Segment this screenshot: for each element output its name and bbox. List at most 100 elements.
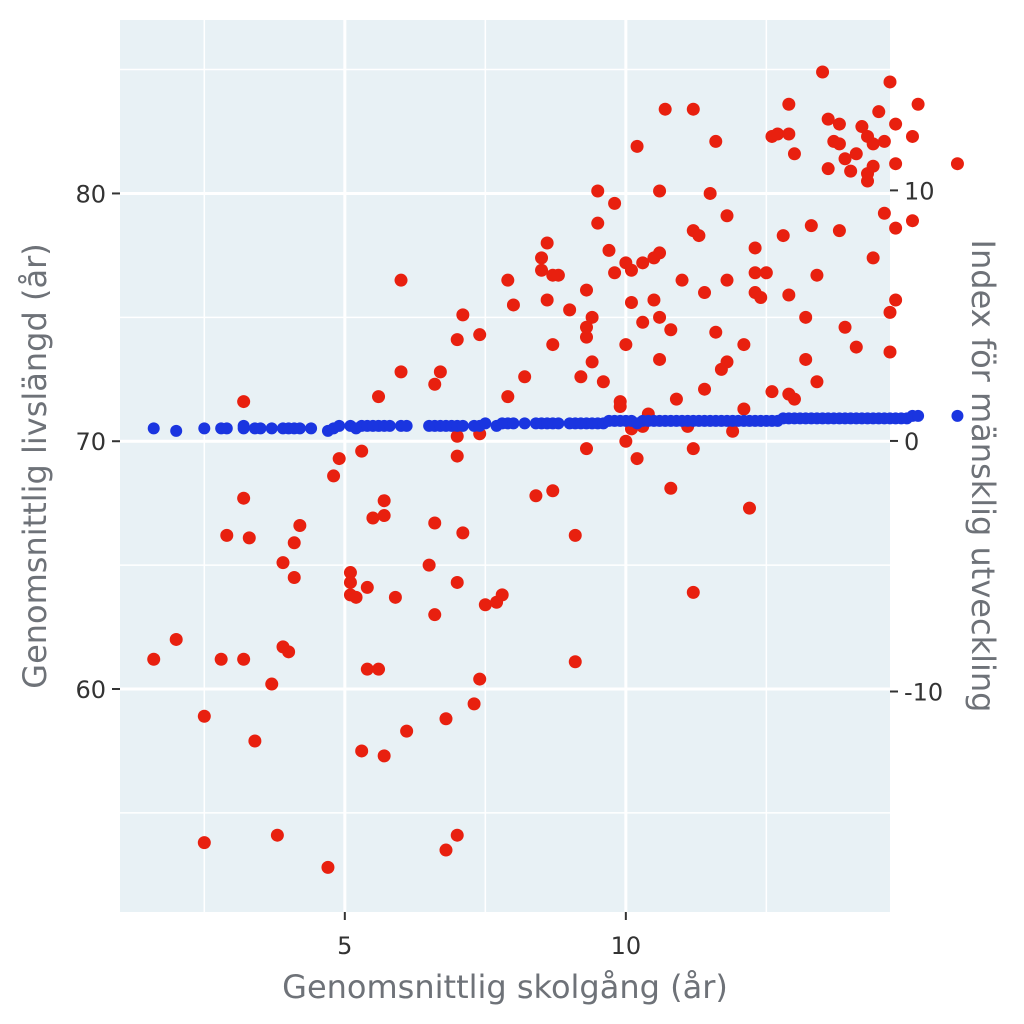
series-1-point [849, 340, 863, 354]
series-1-point [821, 162, 835, 176]
series-2-point [305, 422, 318, 435]
series-2-point [552, 417, 565, 430]
series-1-point [518, 370, 532, 384]
series-1-point [653, 184, 667, 198]
series-1-points [147, 65, 964, 874]
series-1-point [950, 157, 964, 171]
series-1-point [844, 164, 858, 178]
series-2-point [456, 419, 469, 432]
series-1-point [327, 469, 341, 483]
series-1-point [889, 157, 903, 171]
series-1-point [810, 375, 824, 389]
series-1-point [624, 295, 638, 309]
series-1-point [602, 243, 616, 257]
series-1-point [456, 308, 470, 322]
series-1-point [169, 632, 183, 646]
series-1-point [237, 491, 251, 505]
series-1-point [821, 112, 835, 126]
series-1-point [832, 137, 846, 151]
series-1-point [394, 273, 408, 287]
x-tick-label: 10 [611, 932, 642, 960]
series-1-point [450, 333, 464, 347]
series-1-point [377, 494, 391, 508]
series-1-point [653, 352, 667, 366]
series-1-point [619, 338, 633, 352]
series-1-point [551, 268, 565, 282]
series-1-point [568, 528, 582, 542]
series-1-point [737, 402, 751, 416]
series-1-point [428, 516, 442, 530]
series-1-point [619, 434, 633, 448]
series-1-point [889, 117, 903, 131]
axes: 5 10 60 70 80 -10 0 10 [75, 177, 943, 960]
series-1-point [540, 236, 554, 250]
series-1-point [321, 860, 335, 874]
series-1-point [242, 531, 256, 545]
series-1-point [287, 571, 301, 584]
series-1-point [422, 558, 436, 572]
series-1-point [495, 588, 509, 602]
grid-lines [120, 20, 890, 912]
series-1-point [737, 338, 751, 352]
series-1-point [669, 392, 683, 406]
y2-tick-label: 10 [904, 177, 935, 205]
y2-tick-label: 0 [904, 428, 919, 456]
series-1-point [849, 147, 863, 161]
series-1-point [653, 246, 667, 260]
series-1-point [501, 273, 515, 287]
series-1-point [872, 105, 886, 119]
series-1-point [832, 117, 846, 131]
series-1-point [579, 442, 593, 456]
series-1-point [608, 266, 622, 280]
series-1-point [832, 224, 846, 238]
series-1-point [658, 102, 672, 116]
series-1-point [664, 323, 678, 337]
series-1-point [343, 566, 357, 580]
series-1-point [467, 697, 481, 711]
series-1-point [810, 268, 824, 282]
series-1-point [439, 712, 453, 726]
series-1-point [248, 734, 262, 748]
series-2-point [518, 417, 531, 430]
series-2-point [254, 422, 267, 435]
series-1-point [579, 283, 593, 297]
y-axis-title: Genomsnittlig livslängd (år) [16, 243, 54, 688]
series-1-point [698, 286, 712, 300]
series-1-point [698, 382, 712, 396]
series-1-point [653, 310, 667, 324]
series-1-point [675, 273, 689, 287]
series-1-point [293, 518, 307, 532]
series-1-point [450, 429, 464, 443]
series-1-point [400, 724, 414, 738]
series-1-point [608, 196, 622, 210]
series-1-point [636, 315, 650, 329]
series-1-point [535, 251, 549, 265]
series-1-point [220, 528, 234, 542]
series-1-point [905, 214, 919, 228]
series-1-point [726, 424, 740, 438]
series-1-point [883, 345, 897, 359]
series-1-point [349, 590, 363, 604]
series-2-point [237, 422, 250, 435]
series-1-point [585, 310, 599, 324]
series-1-point [428, 608, 442, 622]
series-1-point [579, 320, 593, 334]
series-1-point [838, 320, 852, 334]
series-1-point [911, 97, 925, 111]
series-1-point [748, 241, 762, 255]
series-1-point [816, 65, 830, 79]
series-2-point [265, 422, 278, 435]
series-1-point [450, 575, 464, 589]
series-1-point [473, 672, 487, 686]
series-1-point [776, 229, 790, 243]
series-2-point [912, 409, 925, 422]
series-1-point [799, 310, 813, 324]
series-1-point [585, 355, 599, 369]
series-1-point [883, 305, 897, 319]
series-1-point [574, 370, 588, 384]
series-1-point [838, 152, 852, 166]
series-1-point [647, 293, 661, 307]
series-1-point [686, 585, 700, 599]
series-1-point [360, 580, 374, 594]
series-1-point [355, 744, 369, 758]
